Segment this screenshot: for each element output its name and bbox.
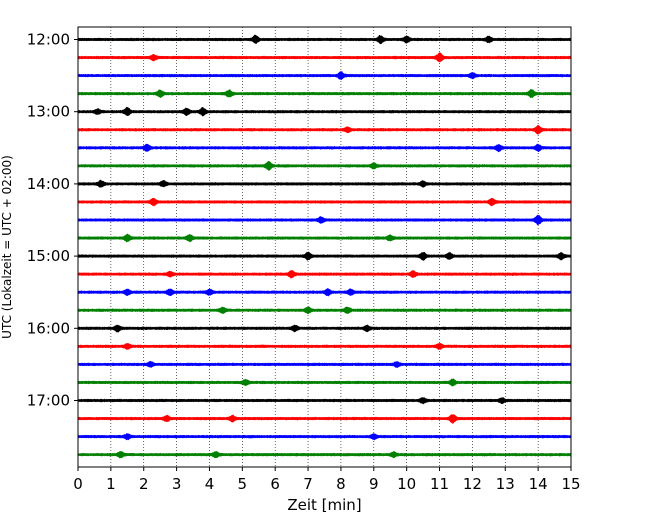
y-tick-label: 17:00 xyxy=(27,392,70,410)
x-tick-label: 10 xyxy=(397,475,416,493)
y-tick-label: 13:00 xyxy=(27,103,70,121)
x-tick-label: 13 xyxy=(496,475,515,493)
x-tick-label: 7 xyxy=(303,475,313,493)
y-tick-label: 15:00 xyxy=(27,247,70,265)
y-axis-label: UTC (Lokalzeit = UTC + 02:00) xyxy=(0,155,14,339)
x-tick-label: 6 xyxy=(270,475,280,493)
x-axis-label: Zeit [min] xyxy=(287,496,361,514)
x-tick-label: 11 xyxy=(430,475,449,493)
x-tick-label: 12 xyxy=(463,475,482,493)
y-axis: 12:00 13:00 14:00 15:00 16:00 17:00 xyxy=(27,31,78,410)
y-tick-label: 16:00 xyxy=(27,319,70,337)
x-axis: 0 1 2 3 4 5 6 7 8 9 10 11 12 13 14 15 xyxy=(73,467,581,493)
x-tick-label: 4 xyxy=(205,475,215,493)
x-tick-label: 3 xyxy=(172,475,182,493)
y-tick-label: 12:00 xyxy=(27,31,70,49)
x-tick-label: 0 xyxy=(73,475,83,493)
x-tick-label: 8 xyxy=(336,475,346,493)
x-tick-label: 5 xyxy=(238,475,248,493)
x-tick-label: 1 xyxy=(106,475,116,493)
x-tick-label: 15 xyxy=(561,475,580,493)
x-tick-label: 14 xyxy=(529,475,548,493)
x-tick-label: 9 xyxy=(369,475,379,493)
y-tick-label: 14:00 xyxy=(27,175,70,193)
x-tick-label: 2 xyxy=(139,475,149,493)
plot-frame xyxy=(77,26,572,468)
grid xyxy=(110,27,539,467)
